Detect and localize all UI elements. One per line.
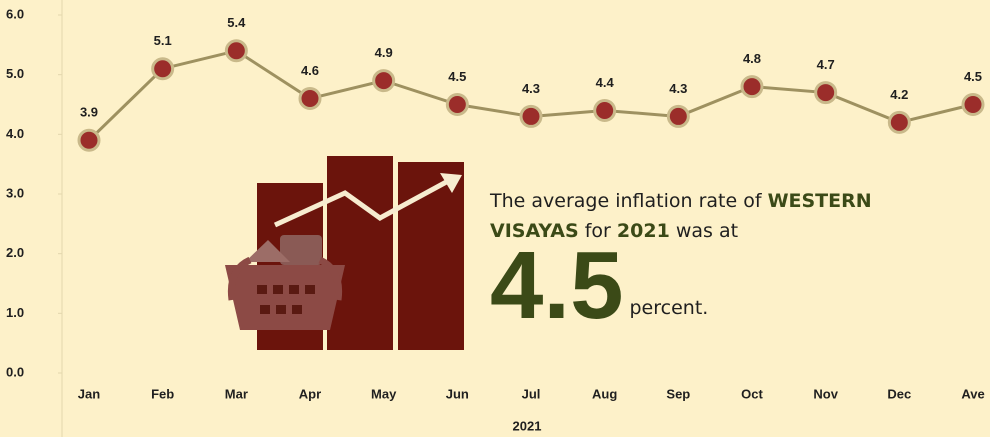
marker [374,71,394,91]
page: 3.95.15.44.64.94.54.34.44.34.84.74.24.5 … [0,0,990,437]
annotation: The average inflation rate of WESTERN VI… [490,186,930,326]
marker [300,89,320,109]
marker [447,95,467,115]
x-tick-label: Dec [887,386,911,401]
marker [595,100,615,120]
annotation-text: The average inflation rate of [490,190,762,212]
marker [521,106,541,126]
marker [816,83,836,103]
x-tick-label: Jul [522,386,541,401]
data-label: 5.1 [154,33,172,48]
y-tick-label: 3.0 [6,185,24,200]
marker [79,130,99,150]
deco-basket [225,265,345,330]
marker [153,59,173,79]
data-label: 4.6 [301,63,319,78]
y-tick-label: 2.0 [6,245,24,260]
data-label: 4.4 [596,75,615,90]
y-tick-label: 6.0 [6,6,24,21]
x-tick-label: May [371,386,397,401]
x-tick-label: Apr [299,386,321,401]
y-tick-label: 1.0 [6,305,24,320]
data-label: 4.8 [743,51,761,66]
x-tick-label: Jun [446,386,469,401]
marker [668,106,688,126]
annotation-year: 2021 [617,220,670,242]
x-tick-label: Feb [151,386,174,401]
x-tick-label: Mar [225,386,248,401]
x-tick-label: Jan [78,386,100,401]
data-label: 4.7 [817,57,835,72]
x-tick-label: Oct [741,386,763,401]
illustration [225,156,464,350]
x-tick-label: Ave [961,386,984,401]
data-label: 4.5 [448,69,466,84]
y-tick-label: 5.0 [6,66,24,81]
data-label: 4.9 [375,45,393,60]
x-tick-label: Aug [592,386,617,401]
marker [963,95,983,115]
x-axis-label: 2021 [513,418,542,433]
data-label: 3.9 [80,105,98,120]
data-label: 4.3 [522,81,540,96]
marker [889,112,909,132]
marker [226,41,246,61]
x-tick-label: Nov [813,386,838,401]
data-label: 4.5 [964,69,982,84]
y-tick-label: 4.0 [6,126,24,141]
marker [742,77,762,97]
x-tick-label: Sep [666,386,690,401]
data-label: 4.2 [890,87,908,102]
annotation-big-value: 4.5 [490,232,623,339]
deco-bar [327,156,393,350]
annotation-text: was at [676,220,738,242]
annotation-unit: percent. [630,297,709,319]
data-label: 4.3 [669,81,687,96]
y-tick-label: 0.0 [6,364,24,379]
data-label: 5.4 [227,15,246,30]
